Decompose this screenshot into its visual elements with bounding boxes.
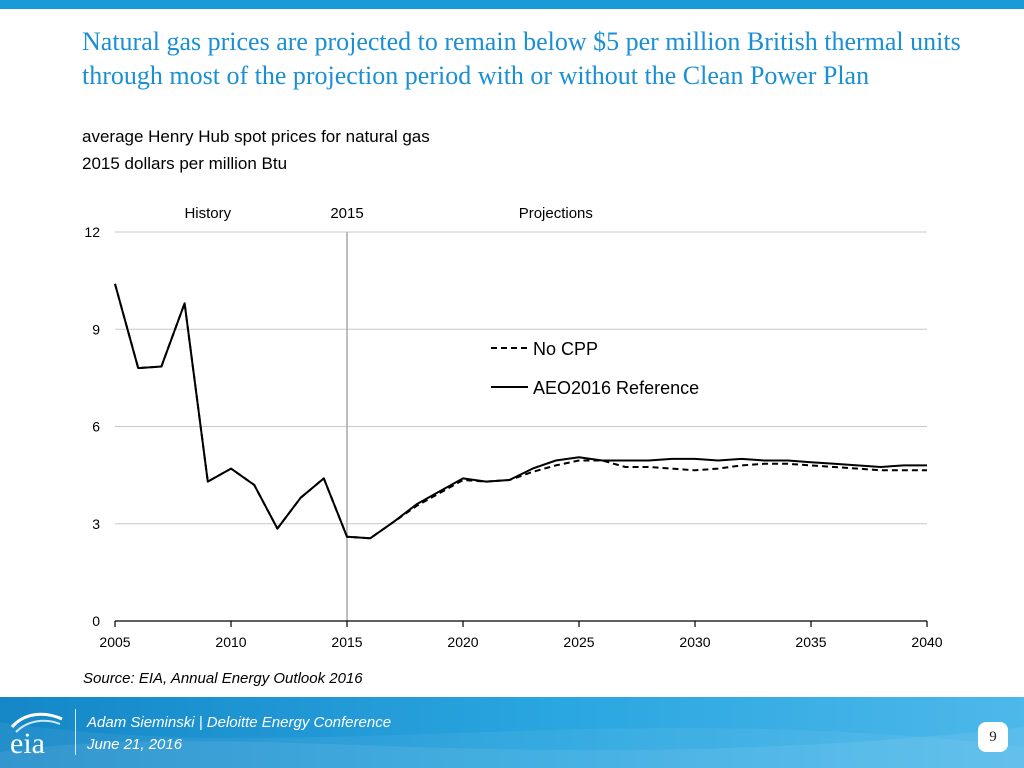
chart-labels: 0 3 6 9 12 2005 2010 2015 2020 2025 2030 2035 2040 Hi…: [84, 205, 942, 650]
chart-axes: [114, 620, 928, 627]
footer-swoosh-graphic: [0, 722, 1024, 768]
x-tick-label: 2040: [911, 634, 942, 650]
x-tick-label: 2015: [331, 634, 362, 650]
footer-divider: [75, 709, 76, 755]
chart-subtitle: average Henry Hub spot prices for natura…: [82, 127, 430, 146]
y-tick-label: 0: [92, 613, 100, 629]
annotation-label: Projections: [519, 205, 593, 222]
y-tick-label: 12: [84, 224, 100, 240]
price-line-chart: 0 3 6 9 12 2005 2010 2015 2020 2025 2030 2035 2040 Hi…: [84, 205, 942, 650]
page-number: 9: [978, 722, 1008, 752]
x-tick-label: 2035: [795, 634, 826, 650]
chart-legend: No CPP AEO2016 Reference: [491, 339, 699, 398]
x-tick-label: 2025: [563, 634, 594, 650]
chart-series: [114, 283, 927, 540]
annotation-label: 2015: [330, 205, 363, 222]
footer-bar: eia Adam Sieminski | Deloitte Energy Con…: [0, 697, 1024, 768]
y-tick-label: 9: [92, 321, 100, 337]
eia-logo-icon: eia: [10, 712, 63, 760]
x-tick-label: 2005: [99, 634, 130, 650]
series-line-no-cpp: [114, 283, 927, 540]
chart-units: 2015 dollars per million Btu: [82, 154, 288, 173]
logo-wordmark: eia: [10, 727, 45, 760]
x-tick-label: 2030: [679, 634, 710, 650]
y-tick-label: 3: [92, 516, 100, 532]
presenter-event: Adam Sieminski | Deloitte Energy Confere…: [87, 714, 392, 731]
y-tick-label: 6: [92, 419, 100, 435]
source-note: Source: EIA, Annual Energy Outlook 2016: [83, 670, 363, 687]
legend-label: AEO2016 Reference: [533, 378, 699, 398]
presentation-date: June 21, 2016: [87, 736, 183, 753]
legend-label: No CPP: [533, 339, 598, 359]
x-tick-label: 2010: [215, 634, 246, 650]
x-tick-label: 2020: [447, 634, 478, 650]
series-line-reference: [114, 283, 927, 540]
chart-gridlines: [115, 231, 927, 621]
slide-title: Natural gas prices are projected to rema…: [82, 27, 961, 90]
top-accent-bar: [0, 0, 1024, 9]
annotation-label: History: [184, 205, 231, 222]
